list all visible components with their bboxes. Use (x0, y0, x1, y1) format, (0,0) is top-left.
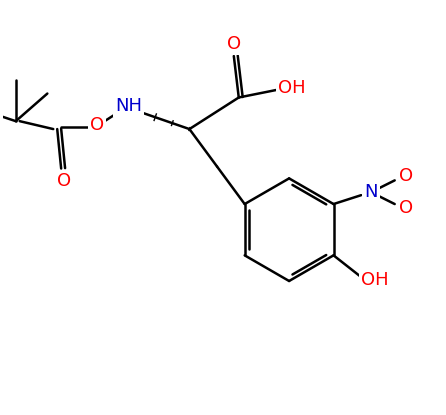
Text: O: O (400, 199, 413, 217)
Text: O: O (90, 116, 104, 134)
Text: O: O (227, 35, 241, 53)
Text: N: N (364, 183, 378, 201)
Text: O: O (57, 172, 71, 190)
Text: OH: OH (361, 271, 389, 289)
Text: NH: NH (115, 98, 142, 115)
Text: OH: OH (278, 78, 306, 97)
Text: O: O (400, 167, 413, 186)
